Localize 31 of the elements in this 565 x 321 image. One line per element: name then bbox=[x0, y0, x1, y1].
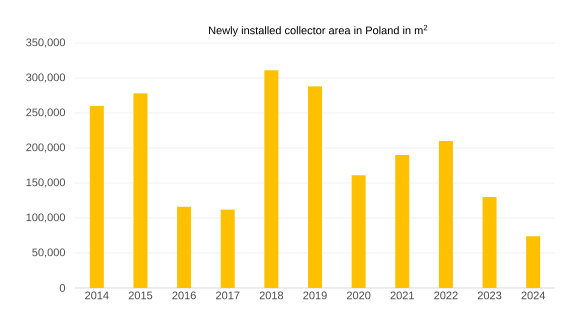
bar bbox=[177, 206, 192, 288]
bar bbox=[526, 236, 540, 288]
y-tick-label: 0 bbox=[60, 284, 66, 292]
y-tick-label: 300,000 bbox=[26, 73, 66, 83]
x-tick-label: 2021 bbox=[390, 292, 414, 300]
x-tick-label: 2018 bbox=[260, 292, 284, 300]
bar bbox=[352, 175, 366, 288]
x-tick-label: 2015 bbox=[128, 292, 152, 300]
x-tick-label: 2016 bbox=[172, 292, 196, 300]
bar bbox=[438, 140, 453, 288]
x-tick-label: 2014 bbox=[85, 292, 109, 300]
x-tick-label: 2024 bbox=[521, 292, 546, 300]
x-tick-label: 2023 bbox=[478, 292, 502, 300]
bar bbox=[308, 86, 322, 288]
y-tick-label: 250,000 bbox=[26, 108, 66, 118]
bar bbox=[264, 70, 278, 288]
bar bbox=[395, 154, 410, 288]
y-tick-label: 50,000 bbox=[32, 248, 66, 258]
x-tick-label: 2022 bbox=[434, 292, 458, 300]
y-tick-label: 200,000 bbox=[26, 143, 66, 153]
chart-title: Newly installed collector area in Poland in m$^{2}$ bbox=[209, 24, 428, 36]
y-tick-label: 100,000 bbox=[26, 213, 66, 223]
bar bbox=[220, 210, 235, 288]
x-tick-label: 2020 bbox=[346, 292, 370, 300]
bar bbox=[482, 196, 497, 288]
y-tick-label: 350,000 bbox=[26, 38, 66, 48]
y-tick-label: 150,000 bbox=[26, 178, 66, 188]
x-tick-label: 2017 bbox=[216, 292, 240, 300]
bar bbox=[133, 93, 148, 288]
x-tick-label: 2019 bbox=[303, 292, 327, 300]
bar bbox=[90, 106, 104, 288]
